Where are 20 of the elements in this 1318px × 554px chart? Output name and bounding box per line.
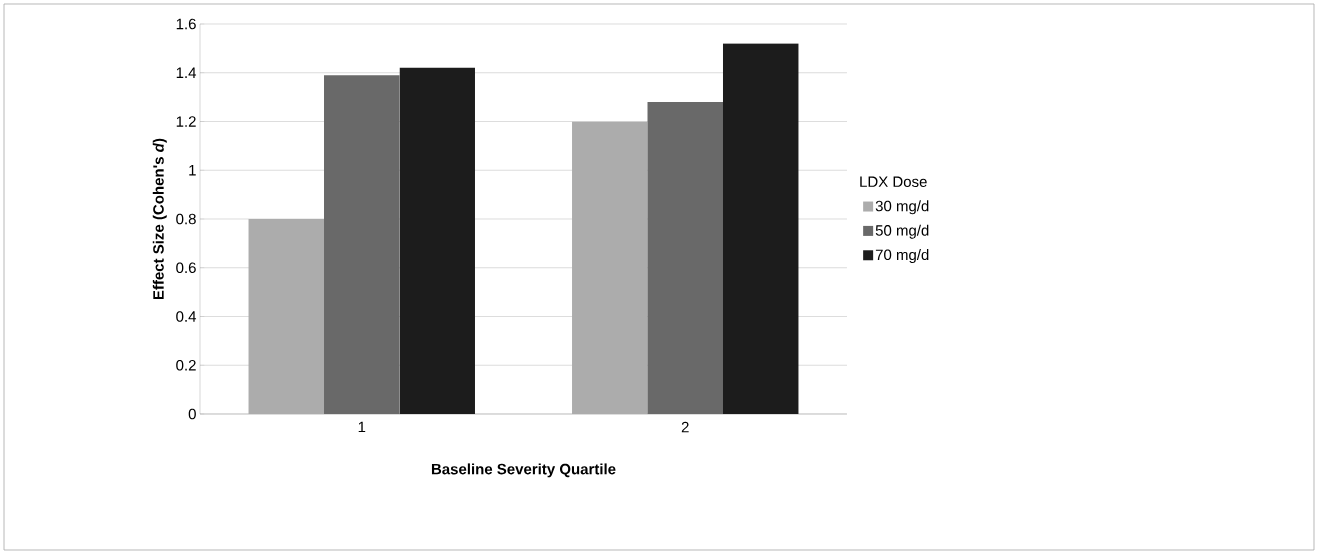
y-tick-label: 0 xyxy=(188,408,196,420)
y-axis-title: Effect Size (Cohen's d) xyxy=(152,138,167,300)
y-tick-label: 1.4 xyxy=(176,67,197,78)
x-axis-title: Baseline Severity Quartile xyxy=(431,463,616,478)
y-tick-label: 1.6 xyxy=(176,18,196,30)
legend-title: LDX Dose xyxy=(860,176,927,187)
legend-label: 70 mg/d xyxy=(875,249,929,264)
legend-label: 50 mg/d xyxy=(875,224,929,239)
bar xyxy=(324,75,400,414)
legend-label: 30 mg/d xyxy=(875,200,929,215)
y-tick-label: 0.4 xyxy=(176,311,197,322)
y-tick-label: 0.8 xyxy=(176,213,196,225)
y-tick-label: 0.6 xyxy=(176,262,196,274)
bar xyxy=(647,102,723,414)
x-tick-label: 2 xyxy=(681,421,689,433)
y-tick-label: 0.2 xyxy=(176,359,196,371)
y-tick-label: 1.2 xyxy=(176,116,196,127)
bar xyxy=(399,67,475,414)
y-tick-label: 1 xyxy=(189,165,196,176)
bar xyxy=(722,43,799,414)
